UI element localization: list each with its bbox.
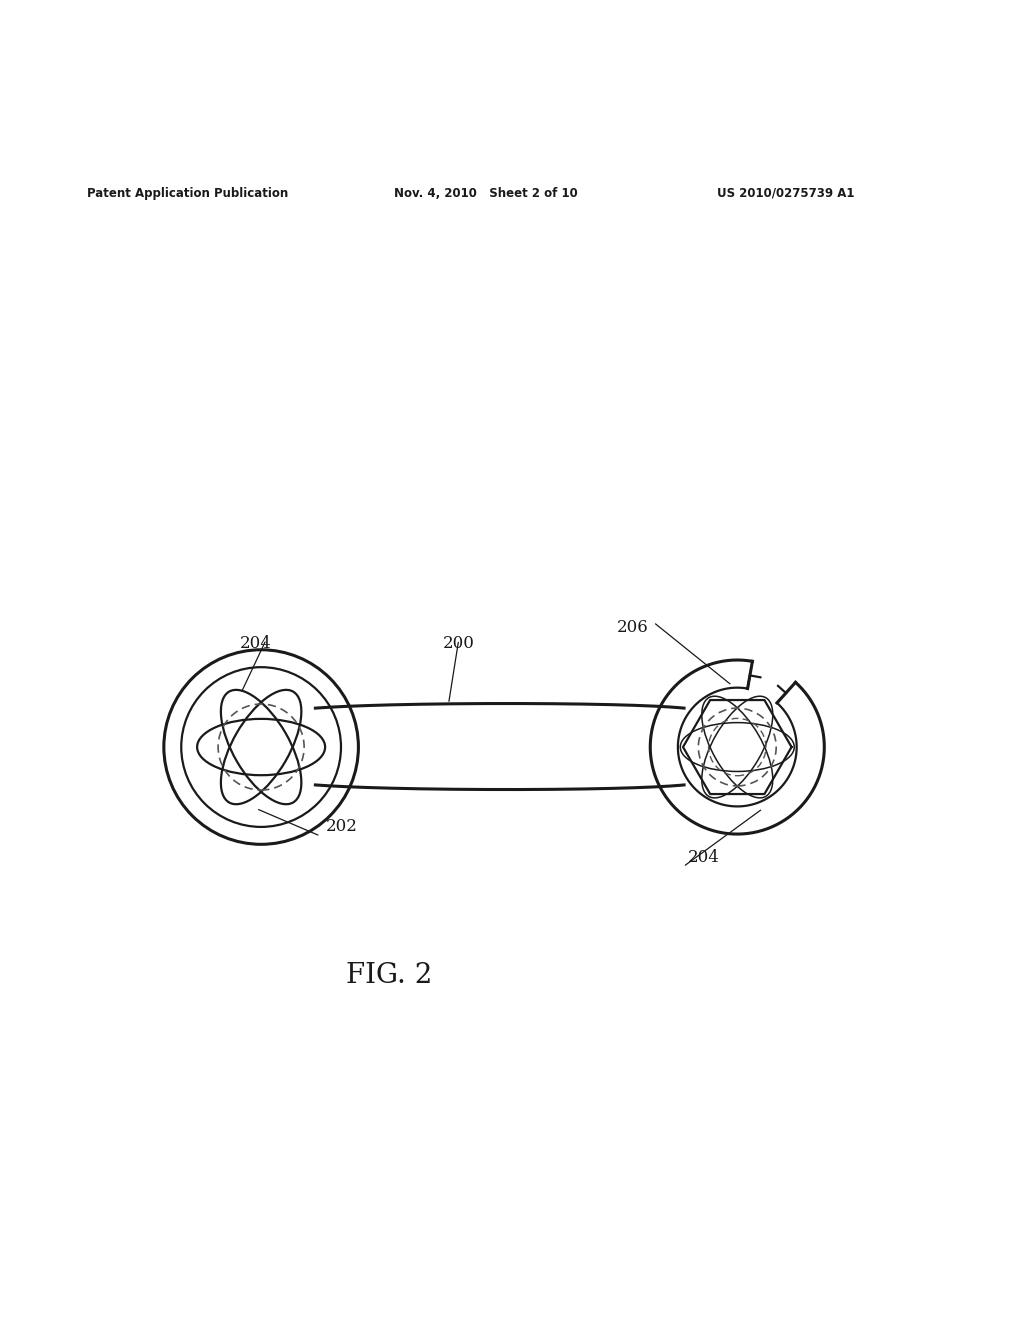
- Text: 204: 204: [688, 849, 720, 866]
- Text: Patent Application Publication: Patent Application Publication: [87, 186, 289, 199]
- Text: Nov. 4, 2010   Sheet 2 of 10: Nov. 4, 2010 Sheet 2 of 10: [394, 186, 578, 199]
- Text: 204: 204: [240, 635, 272, 652]
- Text: FIG. 2: FIG. 2: [346, 961, 432, 989]
- Text: 206: 206: [616, 619, 649, 636]
- Text: 202: 202: [326, 818, 357, 836]
- Text: US 2010/0275739 A1: US 2010/0275739 A1: [717, 186, 854, 199]
- Text: 200: 200: [442, 635, 475, 652]
